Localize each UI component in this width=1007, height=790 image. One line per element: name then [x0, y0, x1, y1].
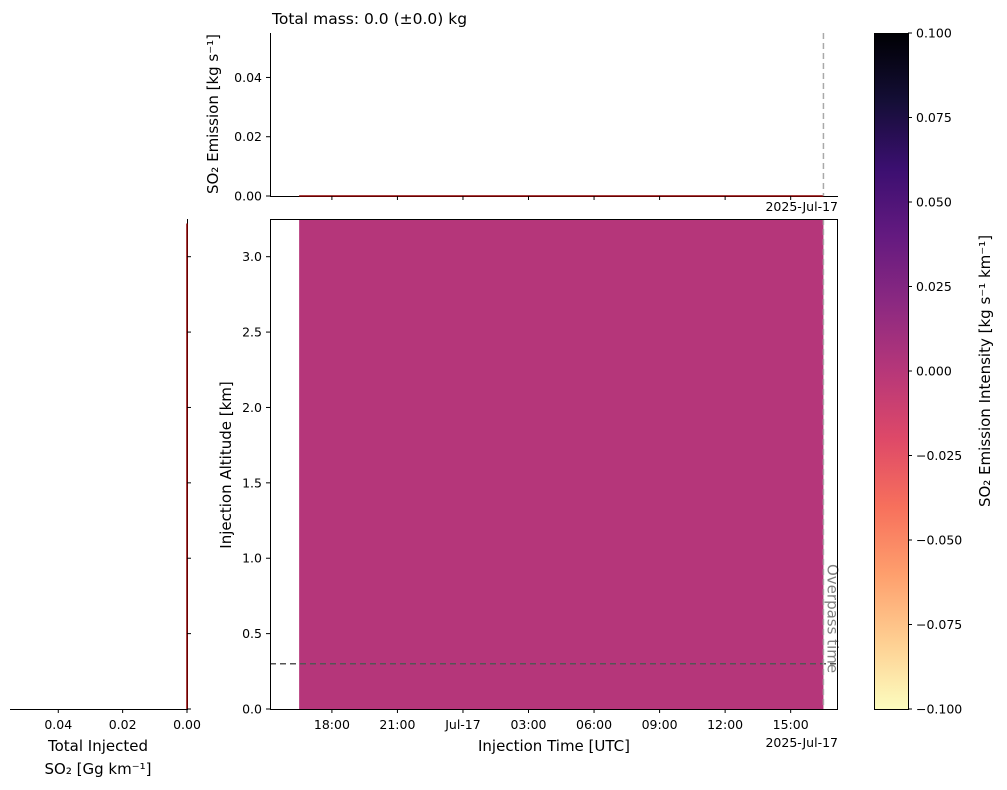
top-corner-date-label: 2025-Jul-17	[765, 199, 838, 214]
top-panel: Total mass: 0.0 (±0.0) kg 0.00 0.02 0.04 2…	[204, 10, 838, 214]
main-x-tick-label: 03:00	[510, 717, 546, 732]
colorbar-tick-label: 0.025	[916, 279, 952, 294]
main-y-tick-label: 3.0	[242, 249, 262, 264]
top-y-tick-label: 0.02	[234, 129, 262, 144]
top-y-tick-label: 0.04	[234, 70, 262, 85]
left-x-ticks: 0.04 0.02 0.00	[44, 709, 201, 732]
left-x-tick-label: 0.04	[44, 717, 72, 732]
main-plot-frame	[270, 219, 838, 710]
top-y-tick-label: 0.00	[234, 189, 262, 204]
colorbar-tick-label: 0.100	[916, 26, 952, 41]
left-x-tick-label: 0.02	[109, 717, 137, 732]
colorbar-ticks: 0.100 0.075 0.050 0.025 0.000 −0.025 −0.050 −0.…	[908, 26, 962, 717]
main-x-tick-label: 21:00	[379, 717, 415, 732]
main-x-tick-label: 09:00	[642, 717, 678, 732]
main-x-tick-label: 15:00	[773, 717, 809, 732]
left-x-axis-label-line1: Total Injected	[47, 737, 148, 755]
colorbar-tick-label: −0.050	[916, 533, 962, 548]
top-panel-title: Total mass: 0.0 (±0.0) kg	[271, 10, 467, 28]
main-y-tick-label: 2.5	[242, 325, 262, 340]
colorbar-tick-label: −0.025	[916, 448, 962, 463]
colorbar-tick-label: 0.075	[916, 110, 952, 125]
main-x-tick-label: 18:00	[314, 717, 350, 732]
main-x-tick-label: 12:00	[707, 717, 743, 732]
main-y-tick-label: 0.0	[242, 702, 262, 717]
top-y-axis-label: SO₂ Emission [kg s⁻¹]	[204, 34, 222, 194]
overpass-time-label: Overpass time	[823, 564, 841, 673]
main-y-tick-label: 0.5	[242, 626, 262, 641]
main-y-tick-label: 2.0	[242, 400, 262, 415]
main-y-axis-label: Injection Altitude [km]	[217, 381, 235, 548]
colorbar-tick-label: −0.100	[916, 702, 962, 717]
main-x-tick-label: Jul-17	[444, 717, 481, 732]
main-y-tick-label: 1.0	[242, 551, 262, 566]
top-y-ticks: 0.00 0.02 0.04	[234, 70, 270, 204]
main-panel: Overpass time 0.0 0.5 1.0 1.5 2.0 2.5 3.0 18:0…	[217, 196, 841, 755]
colorbar-gradient	[874, 33, 909, 710]
colorbar: 0.100 0.075 0.050 0.025 0.000 −0.025 −0.050 −0.…	[874, 26, 994, 717]
left-x-tick-label: 0.00	[173, 717, 201, 732]
colorbar-tick-label: 0.050	[916, 195, 952, 210]
left-panel: 0.04 0.02 0.00 Total Injected SO₂ [Gg km⁻¹…	[10, 219, 201, 778]
colorbar-tick-label: 0.000	[916, 364, 952, 379]
emission-field-area	[299, 219, 824, 709]
main-corner-date-label: 2025-Jul-17	[765, 735, 838, 750]
main-x-ticks: 18:00 21:00 Jul-17 03:00 06:00 09:00 12:00 15:0…	[314, 196, 809, 732]
main-x-tick-label: 06:00	[576, 717, 612, 732]
main-x-axis-label: Injection Time [UTC]	[478, 737, 630, 755]
colorbar-tick-label: −0.075	[916, 617, 962, 632]
main-y-ticks: 0.0 0.5 1.0 1.5 2.0 2.5 3.0	[242, 249, 270, 717]
main-y-tick-label: 1.5	[242, 475, 262, 490]
colorbar-label: SO₂ Emission Intensity [kg s⁻¹ km⁻¹]	[976, 235, 994, 507]
left-y-ticks	[187, 256, 191, 710]
left-x-axis-label-line2: SO₂ [Gg km⁻¹]	[45, 760, 152, 778]
